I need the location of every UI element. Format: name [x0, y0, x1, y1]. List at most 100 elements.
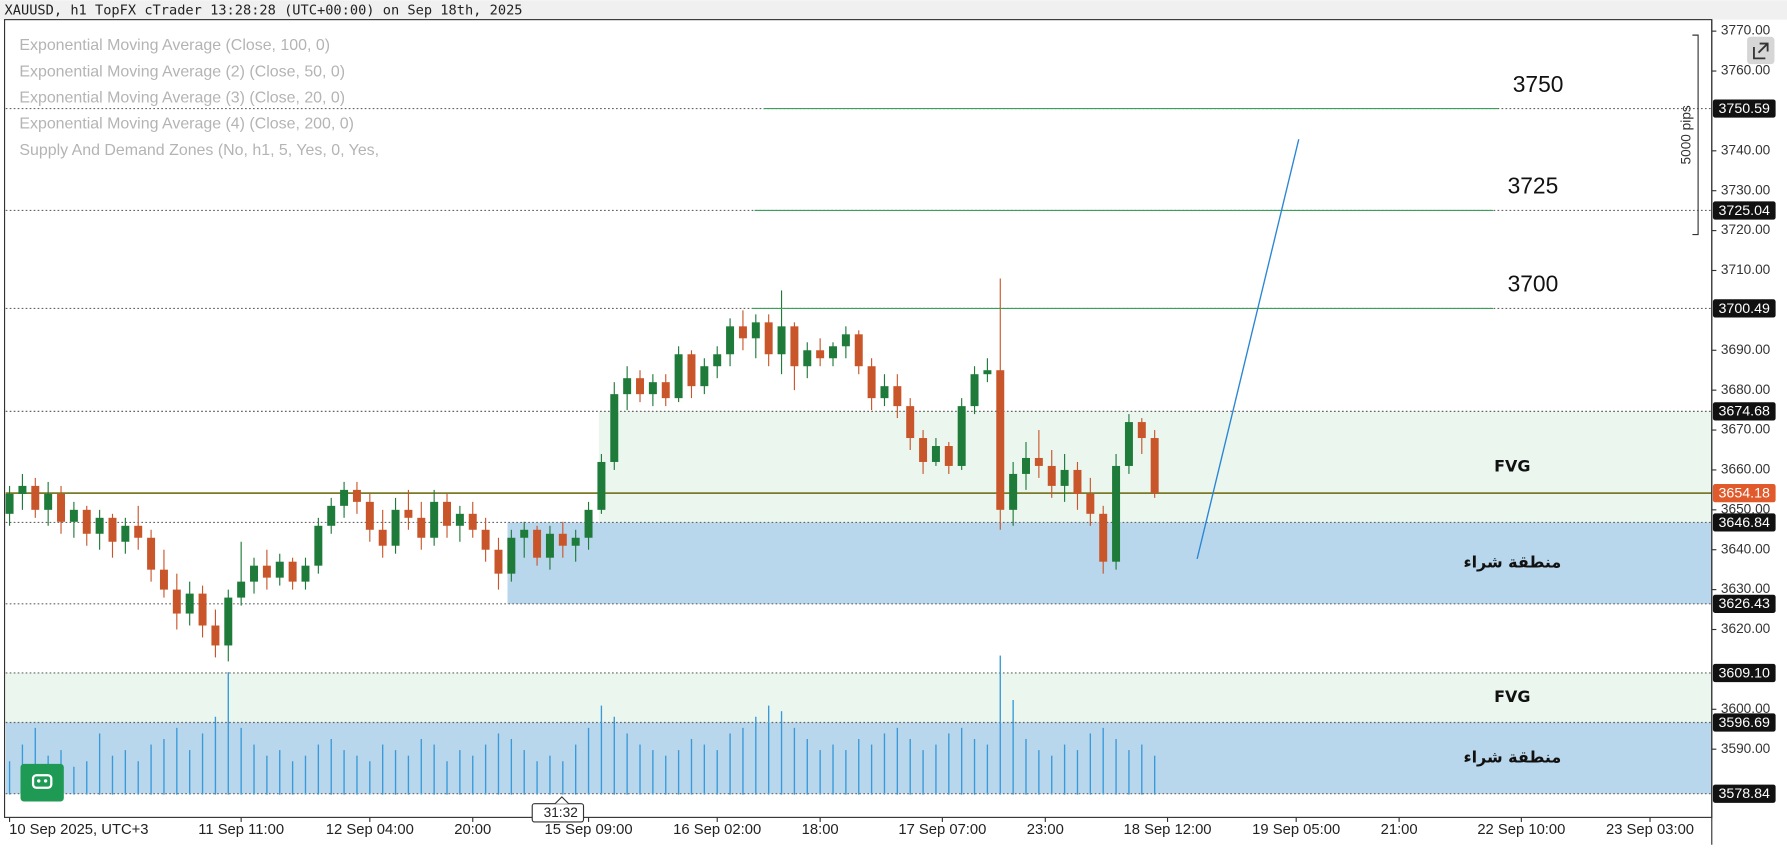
volume-bar — [253, 744, 255, 795]
volume-bar — [137, 761, 139, 795]
x-tick-label: 16 Sep 02:00 — [673, 822, 761, 838]
header-bar — [0, 0, 1787, 20]
candle-body — [443, 501, 452, 526]
y-tick-label: 3640.00 — [1721, 541, 1771, 556]
volume-bar — [304, 755, 307, 795]
candle-body — [481, 529, 490, 550]
candle-body — [841, 334, 850, 347]
volume-bar — [870, 744, 873, 795]
candle-body — [288, 561, 297, 582]
volume-bar — [189, 750, 191, 795]
volume-bar — [330, 738, 332, 795]
volume-bar — [909, 738, 911, 795]
zone — [507, 522, 1712, 604]
volume-bar — [793, 727, 796, 795]
candle-body — [790, 326, 799, 367]
zone — [5, 672, 1712, 723]
x-tick-label: 10 Sep 2025, UTC+3 — [9, 822, 148, 838]
price-tag — [1712, 784, 1776, 803]
y-tick-label: 3730.00 — [1721, 182, 1771, 197]
candle-body — [751, 322, 760, 339]
bot-bg[interactable] — [20, 763, 64, 802]
candle-body — [726, 326, 735, 355]
volume-bar — [523, 750, 525, 795]
candle-body — [301, 565, 310, 582]
candle-body — [597, 461, 606, 510]
volume-bar — [767, 705, 770, 795]
candle-body — [738, 326, 747, 339]
volume-bar — [8, 761, 11, 795]
volume-bar — [806, 738, 808, 795]
bot-button[interactable] — [20, 763, 64, 802]
candle-body — [430, 501, 439, 538]
candle-body — [147, 537, 156, 570]
volume-bar — [755, 716, 757, 795]
candle-body — [121, 525, 130, 542]
volume-bar — [98, 733, 101, 795]
volume-bar — [1141, 744, 1143, 795]
candle-body — [224, 597, 233, 646]
volume-bar — [960, 727, 963, 795]
bot-icon — [31, 774, 53, 789]
volume-bar — [832, 744, 834, 795]
candle-body — [494, 549, 503, 574]
y-tick-label: 3630.00 — [1721, 581, 1771, 596]
volume-bar — [201, 733, 204, 795]
price-tag-label: 3750.59 — [1719, 101, 1771, 117]
volume-bar — [703, 744, 706, 795]
y-tick-label: 3680.00 — [1721, 382, 1771, 397]
x-tick-label: 17 Sep 07:00 — [898, 822, 986, 838]
x-tick-label: 15 Sep 09:00 — [545, 822, 633, 838]
candle-body — [1150, 438, 1159, 494]
volume-bar — [536, 761, 538, 795]
volume-bar — [562, 761, 564, 795]
volume-bar — [1102, 727, 1104, 795]
candle-body — [95, 517, 104, 534]
candle-body — [69, 509, 78, 522]
candle-body — [558, 533, 567, 546]
volume-bar — [34, 727, 36, 795]
candle-body — [520, 529, 529, 538]
volume-bar — [948, 733, 950, 795]
candle-body — [108, 517, 117, 542]
volume-bar — [369, 761, 371, 795]
candle-body — [185, 593, 194, 614]
x-tick-label: 23 Sep 03:00 — [1606, 822, 1694, 838]
zone-label: FVG — [1494, 456, 1530, 475]
y-tick-label: 3760.00 — [1721, 63, 1771, 78]
volume-bar — [742, 727, 744, 795]
volume-bar — [626, 733, 628, 795]
candle-body — [674, 354, 683, 399]
popout-button[interactable] — [1747, 36, 1775, 65]
volume-bar — [716, 750, 718, 795]
x-tick-label: 23:00 — [1027, 822, 1064, 838]
volume-bar — [472, 755, 474, 795]
volume-bar — [381, 744, 384, 795]
volume-bar — [317, 744, 320, 795]
y-tick-label: 3720.00 — [1721, 222, 1771, 237]
candle-body — [237, 581, 246, 598]
price-tag-label: 3725.04 — [1719, 203, 1771, 219]
candle-body — [211, 625, 220, 646]
volume-bar — [291, 761, 294, 795]
target-label: 3750 — [1513, 71, 1564, 97]
x-tick-label: 19 Sep 05:00 — [1252, 822, 1340, 838]
volume-bar — [639, 744, 641, 795]
indicator-label: Supply And Demand Zones (No, h1, 5, Yes,… — [19, 142, 379, 159]
volume-bar — [433, 744, 435, 795]
candle-body — [970, 374, 979, 407]
ruler-label: 5000 pips — [1678, 105, 1693, 164]
candle-body — [1112, 465, 1121, 562]
x-tick-label: 22 Sep 10:00 — [1477, 822, 1565, 838]
candle-body — [250, 565, 259, 582]
zone-label: FVG — [1494, 687, 1530, 706]
volume-bar — [394, 750, 397, 795]
candle-body — [327, 505, 336, 526]
candle-body — [919, 438, 928, 462]
bot-eye — [43, 779, 48, 783]
candle-body — [854, 334, 863, 367]
indicator-label: Exponential Moving Average (Close, 100, … — [19, 37, 330, 54]
candle-body — [134, 525, 143, 538]
volume-bar — [1038, 750, 1040, 795]
